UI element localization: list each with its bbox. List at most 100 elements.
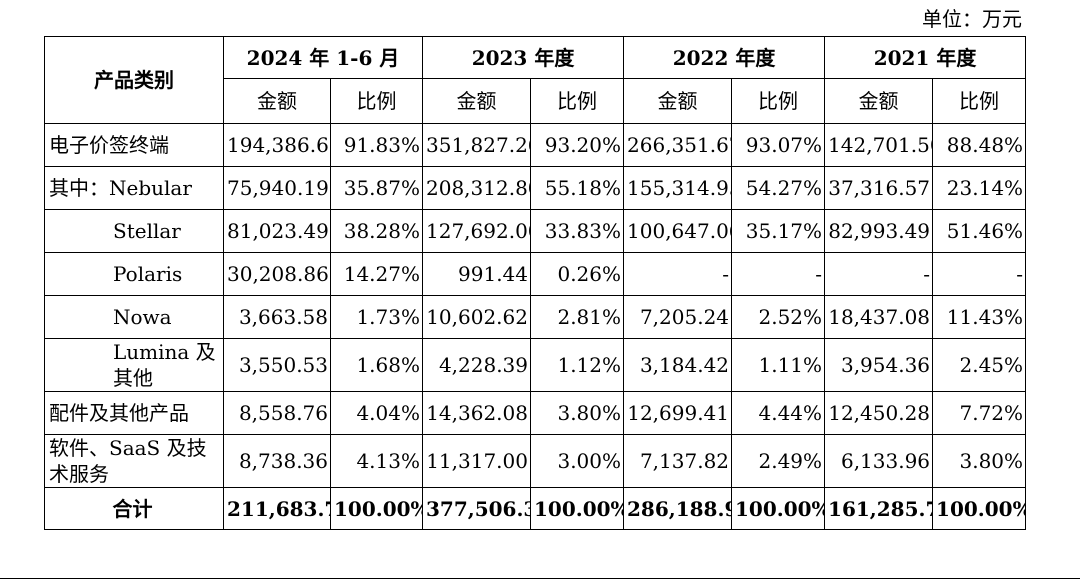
ratio-cell: 7.72%	[932, 391, 1027, 435]
amount-cell: 377,506.33	[422, 487, 531, 530]
amount-cell: 8,738.36	[223, 434, 331, 488]
amount-cell: 3,663.58	[223, 295, 331, 339]
amount-cell: 4,228.39	[422, 338, 531, 392]
ratio-cell: 54.27%	[731, 166, 826, 210]
total-label: 合计	[44, 487, 224, 530]
ratio-cell: 55.18%	[529, 166, 625, 210]
ratio-cell: 2.49%	[731, 434, 826, 488]
ratio-cell: 1.73%	[330, 295, 423, 339]
row-category: Nowa	[44, 295, 224, 339]
amount-cell: 7,137.82	[623, 434, 733, 488]
table-row: 其中：Nebular 75,940.19 35.87% 208,312.80 5…	[44, 166, 1027, 210]
ratio-cell: 2.45%	[932, 338, 1027, 392]
amount-cell: 6,133.96	[824, 434, 934, 488]
ratio-cell: 2.52%	[731, 295, 826, 339]
amount-cell: 82,993.49	[824, 209, 934, 253]
ratio-header: 比例	[529, 78, 625, 124]
amount-cell: 18,437.08	[824, 295, 934, 339]
ratio-cell: 4.13%	[330, 434, 423, 488]
table-row: 电子价签终端 194,386.65 91.83% 351,827.26 93.2…	[44, 123, 1027, 167]
table-row: Lumina 及其他 3,550.53 1.68% 4,228.39 1.12%…	[44, 338, 1027, 392]
ratio-cell: 93.20%	[529, 123, 625, 167]
ratio-cell: 3.80%	[932, 434, 1027, 488]
ratio-cell: 4.04%	[330, 391, 423, 435]
ratio-cell: 3.80%	[529, 391, 625, 435]
ratio-cell: 100.00%	[932, 487, 1027, 530]
ratio-cell: -	[731, 252, 826, 296]
ratio-cell: 14.27%	[330, 252, 423, 296]
amount-cell: 37,316.57	[824, 166, 934, 210]
row-category: Stellar	[44, 209, 224, 253]
table-row: 配件及其他产品 8,558.76 4.04% 14,362.08 3.80% 1…	[44, 391, 1027, 435]
product-revenue-table: 产品类别 2024 年 1-6 月 2023 年度 2022 年度 2021 年…	[44, 36, 1027, 530]
unit-label: 单位：万元	[922, 7, 1022, 31]
row-category: 软件、SaaS 及技术服务	[44, 434, 224, 488]
table-row: Stellar 81,023.49 38.28% 127,692.00 33.8…	[44, 209, 1027, 253]
ratio-cell: 11.43%	[932, 295, 1027, 339]
bottom-divider	[0, 578, 1080, 579]
period-header: 2024 年 1-6 月	[223, 36, 423, 79]
amount-cell: 266,351.67	[623, 123, 733, 167]
ratio-cell: 38.28%	[330, 209, 423, 253]
ratio-cell: 100.00%	[731, 487, 826, 530]
period-header: 2023 年度	[421, 36, 625, 79]
amount-cell: 11,317.00	[422, 434, 531, 488]
ratio-cell: 1.68%	[330, 338, 423, 392]
amount-cell: 100,647.06	[623, 209, 733, 253]
row-category: Lumina 及其他	[44, 338, 224, 392]
amount-header: 金额	[422, 78, 531, 124]
ratio-cell: 91.83%	[330, 123, 423, 167]
amount-cell: 142,701.50	[824, 123, 934, 167]
amount-cell: 81,023.49	[223, 209, 331, 253]
amount-cell: 286,188.90	[623, 487, 733, 530]
category-header: 产品类别	[44, 36, 224, 124]
amount-cell: 30,208.86	[223, 252, 331, 296]
row-category: 配件及其他产品	[44, 391, 224, 435]
row-category: 电子价签终端	[44, 123, 224, 167]
period-header: 2021 年度	[824, 36, 1027, 79]
ratio-cell: 2.81%	[529, 295, 625, 339]
amount-header: 金额	[623, 78, 733, 124]
ratio-cell: 51.46%	[932, 209, 1027, 253]
amount-cell: 3,954.36	[824, 338, 934, 392]
ratio-header: 比例	[932, 78, 1027, 124]
ratio-cell: -	[932, 252, 1027, 296]
amount-cell: 3,550.53	[223, 338, 331, 392]
ratio-cell: 4.44%	[731, 391, 826, 435]
ratio-cell: 0.26%	[529, 252, 625, 296]
amount-cell: 12,699.41	[623, 391, 733, 435]
amount-cell: 161,285.73	[824, 487, 934, 530]
ratio-cell: 1.12%	[529, 338, 625, 392]
row-category: 其中：Nebular	[44, 166, 224, 210]
amount-cell: 3,184.42	[623, 338, 733, 392]
row-category: Polaris	[44, 252, 224, 296]
amount-cell: 155,314.95	[623, 166, 733, 210]
amount-cell: 12,450.28	[824, 391, 934, 435]
period-header: 2022 年度	[623, 36, 826, 79]
ratio-cell: 23.14%	[932, 166, 1027, 210]
ratio-cell: 100.00%	[529, 487, 625, 530]
ratio-header: 比例	[330, 78, 423, 124]
header-row-periods: 产品类别 2024 年 1-6 月 2023 年度 2022 年度 2021 年…	[44, 36, 1027, 124]
table-row: Polaris 30,208.86 14.27% 991.44 0.26% - …	[44, 252, 1027, 296]
table-row: Nowa 3,663.58 1.73% 10,602.62 2.81% 7,20…	[44, 295, 1027, 339]
amount-cell: 194,386.65	[223, 123, 331, 167]
ratio-header: 比例	[731, 78, 826, 124]
amount-cell: -	[824, 252, 934, 296]
amount-cell: -	[623, 252, 733, 296]
ratio-cell: 93.07%	[731, 123, 826, 167]
amount-cell: 75,940.19	[223, 166, 331, 210]
total-row: 合计 211,683.77 100.00% 377,506.33 100.00%…	[44, 487, 1027, 530]
amount-header: 金额	[223, 78, 331, 124]
amount-cell: 211,683.77	[223, 487, 331, 530]
amount-cell: 991.44	[422, 252, 531, 296]
ratio-cell: 33.83%	[529, 209, 625, 253]
amount-cell: 7,205.24	[623, 295, 733, 339]
ratio-cell: 1.11%	[731, 338, 826, 392]
ratio-cell: 88.48%	[932, 123, 1027, 167]
amount-cell: 127,692.00	[422, 209, 531, 253]
ratio-cell: 100.00%	[330, 487, 423, 530]
ratio-cell: 3.00%	[529, 434, 625, 488]
amount-cell: 8,558.76	[223, 391, 331, 435]
ratio-cell: 35.17%	[731, 209, 826, 253]
